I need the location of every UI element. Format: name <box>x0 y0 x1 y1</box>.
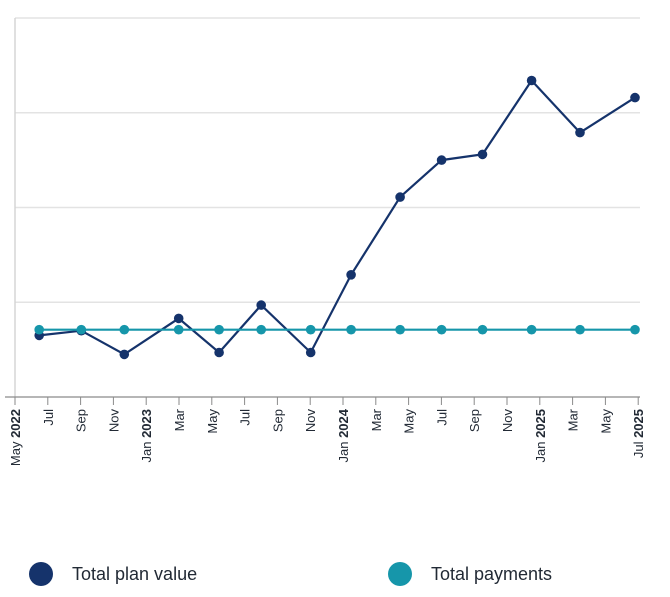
data-point <box>76 324 87 335</box>
axes <box>5 18 640 398</box>
data-point <box>305 324 316 335</box>
legend: Total plan value Total payments <box>0 562 670 592</box>
data-point <box>526 324 537 335</box>
legend-label: Total payments <box>431 563 553 584</box>
legend-item-total-plan-value[interactable]: Total plan value <box>29 562 197 586</box>
data-point <box>256 300 267 310</box>
data-point <box>477 149 488 160</box>
x-tick-label: Nov <box>303 409 318 433</box>
data-point <box>630 92 640 103</box>
x-tick-label: Nov <box>106 409 121 433</box>
x-tick-label: May <box>402 409 417 434</box>
data-point <box>436 155 447 165</box>
data-point <box>305 347 316 358</box>
data-point <box>395 192 405 202</box>
legend-item-total-payments[interactable]: Total payments <box>388 562 552 586</box>
x-tick-label: Jan 2025 <box>533 409 548 463</box>
x-tick-year: 2025 <box>533 409 548 438</box>
x-tick-label: Sep <box>74 409 89 432</box>
x-tick-year: 2023 <box>139 409 154 438</box>
series-layer <box>34 75 640 360</box>
line-chart: May 2022 Jul Sep Nov Jan 2023 Mar May Jul Sep Nov… <box>5 17 646 466</box>
data-point <box>119 324 130 335</box>
x-tick-label: Jan 2024 <box>336 408 351 462</box>
x-tick-label: Nov <box>500 409 515 433</box>
series-line <box>39 78 636 356</box>
legend-marker-total-payments <box>388 562 412 586</box>
x-tick-label: May <box>598 409 613 434</box>
x-tick-label: Jul 2025 <box>631 409 646 458</box>
data-point <box>173 313 184 324</box>
x-tick-label: May 2022 <box>8 409 23 466</box>
data-point <box>575 324 585 335</box>
data-point <box>214 347 224 358</box>
x-axis-ticks: May 2022 Jul Sep Nov Jan 2023 Mar May Jul Sep Nov… <box>8 397 646 466</box>
data-point <box>119 349 130 360</box>
data-point <box>575 127 585 138</box>
data-point <box>526 75 537 86</box>
x-tick-label: Mar <box>369 408 384 431</box>
x-tick-label: Jul <box>238 409 253 426</box>
x-tick-year: 2025 <box>631 409 646 438</box>
legend-label: Total plan value <box>72 563 198 584</box>
data-point <box>630 324 640 335</box>
data-point <box>256 324 267 335</box>
data-point <box>395 324 405 335</box>
data-point <box>346 324 356 335</box>
x-tick-label: Sep <box>467 409 482 432</box>
data-point <box>346 270 356 280</box>
x-tick-label: Mar <box>566 408 581 431</box>
x-tick-label: Jan 2023 <box>139 409 154 463</box>
gridlines <box>15 17 640 303</box>
x-tick-label: Jul <box>434 409 449 426</box>
x-tick-label: Jul <box>41 409 56 426</box>
x-tick-year: 2022 <box>8 409 23 438</box>
data-point <box>34 324 44 335</box>
legend-marker-total-plan-value <box>29 562 53 586</box>
data-point <box>214 324 224 335</box>
x-tick-label: Mar <box>172 408 187 431</box>
x-tick-year: 2024 <box>336 408 351 438</box>
data-point <box>477 324 488 335</box>
data-point <box>173 324 184 335</box>
x-tick-label: Sep <box>270 409 285 432</box>
x-tick-label: May <box>205 409 220 434</box>
data-point <box>436 324 447 335</box>
